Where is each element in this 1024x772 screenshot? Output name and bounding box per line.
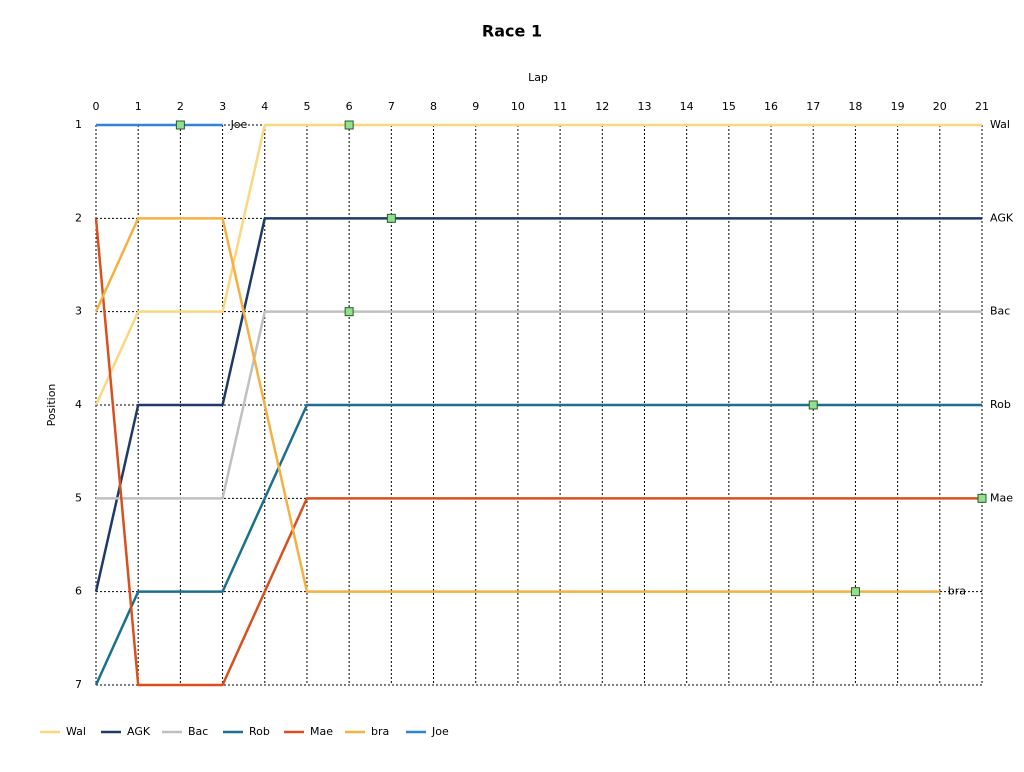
x-tick-label: 1: [135, 100, 142, 113]
legend-label: Mae: [310, 725, 333, 738]
series-end-label: Mae: [990, 491, 1013, 504]
y-tick-label: 4: [75, 398, 82, 411]
x-tick-label: 8: [430, 100, 437, 113]
y-tick-label: 3: [75, 305, 82, 318]
lap-marker: [344, 307, 354, 317]
legend-label: Joe: [431, 725, 449, 738]
legend-label: Rob: [249, 725, 270, 738]
series-end-label: Bac: [990, 305, 1010, 318]
x-tick-label: 15: [722, 100, 736, 113]
lap-marker: [977, 493, 987, 503]
x-tick-label: 11: [553, 100, 567, 113]
x-tick-label: 3: [219, 100, 226, 113]
y-tick-label: 5: [75, 491, 82, 504]
x-tick-label: 16: [764, 100, 778, 113]
series-line: [94, 403, 982, 686]
legend-label: Bac: [188, 725, 208, 738]
lap-marker: [850, 587, 860, 597]
series-end-label: bra: [948, 585, 966, 598]
series-end-label: Joe: [230, 118, 248, 131]
x-tick-label: 4: [261, 100, 268, 113]
series-line: [94, 218, 982, 687]
x-tick-label: 12: [595, 100, 609, 113]
x-axis-label: Lap: [528, 71, 548, 84]
series-line: [96, 310, 982, 500]
lap-marker: [808, 400, 818, 410]
series-end-label: Wal: [990, 118, 1010, 131]
y-tick-label: 2: [75, 211, 82, 224]
x-tick-label: 10: [511, 100, 525, 113]
legend-label: Wal: [66, 725, 86, 738]
y-tick-label: 1: [75, 118, 82, 131]
legend-label: bra: [371, 725, 389, 738]
x-tick-label: 13: [637, 100, 651, 113]
x-tick-label: 2: [177, 100, 184, 113]
chart-title: Race 1: [482, 22, 542, 41]
lap-marker: [386, 213, 396, 223]
y-tick-label: 6: [75, 585, 82, 598]
legend-label: AGK: [127, 725, 151, 738]
series-line: [94, 217, 940, 593]
series-line: [94, 123, 982, 406]
lap-marker: [344, 120, 354, 130]
lap-marker: [175, 120, 185, 130]
y-tick-label: 7: [75, 678, 82, 691]
series-end-label: Rob: [990, 398, 1011, 411]
x-tick-label: 17: [806, 100, 820, 113]
x-tick-label: 21: [975, 100, 989, 113]
x-tick-label: 18: [848, 100, 862, 113]
x-tick-label: 6: [346, 100, 353, 113]
x-tick-label: 14: [680, 100, 694, 113]
x-tick-label: 9: [472, 100, 479, 113]
series-end-label: AGK: [990, 211, 1014, 224]
y-axis-label: Position: [45, 384, 58, 427]
x-tick-label: 19: [891, 100, 905, 113]
x-tick-label: 7: [388, 100, 395, 113]
x-tick-label: 0: [93, 100, 100, 113]
x-tick-label: 5: [303, 100, 310, 113]
x-tick-label: 20: [933, 100, 947, 113]
